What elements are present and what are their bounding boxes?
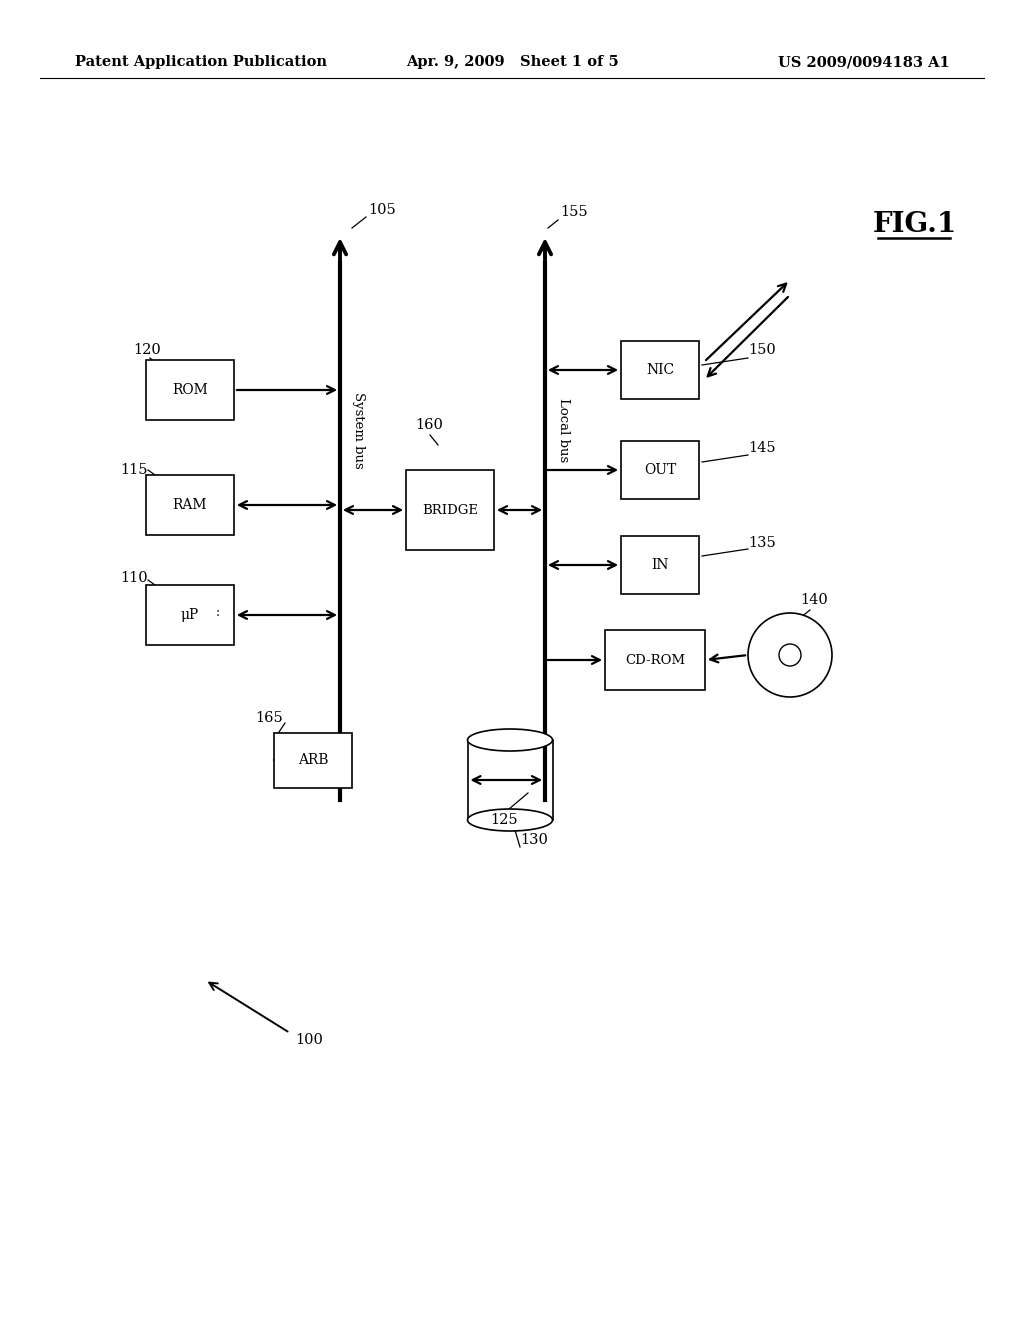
Text: 165: 165	[255, 711, 283, 725]
Text: Patent Application Publication: Patent Application Publication	[75, 55, 327, 69]
Bar	[605, 630, 705, 690]
Bar	[621, 441, 699, 499]
Text: OUT: OUT	[644, 463, 676, 477]
Text: NIC: NIC	[646, 363, 674, 378]
Text: ARB: ARB	[298, 752, 329, 767]
Circle shape	[748, 612, 831, 697]
Text: 135: 135	[748, 536, 776, 550]
Bar	[146, 585, 234, 645]
Text: RAM: RAM	[173, 498, 207, 512]
Text: 110: 110	[120, 572, 147, 585]
Text: 130: 130	[520, 833, 548, 847]
Ellipse shape	[468, 729, 553, 751]
Ellipse shape	[468, 809, 553, 832]
Bar	[406, 470, 494, 550]
Text: Apr. 9, 2009   Sheet 1 of 5: Apr. 9, 2009 Sheet 1 of 5	[406, 55, 618, 69]
Circle shape	[779, 644, 801, 667]
Text: 125: 125	[490, 813, 517, 828]
Bar	[621, 536, 699, 594]
Bar	[146, 475, 234, 535]
Text: System bus: System bus	[352, 392, 365, 469]
Text: Local bus: Local bus	[557, 397, 570, 462]
Text: 100: 100	[295, 1034, 323, 1047]
Bar	[146, 360, 234, 420]
Bar	[274, 733, 352, 788]
Text: 145: 145	[748, 441, 775, 455]
Text: BRIDGE: BRIDGE	[422, 503, 478, 516]
Text: μP: μP	[181, 609, 199, 622]
Text: CD-ROM: CD-ROM	[625, 653, 685, 667]
Text: :: :	[216, 606, 220, 619]
Text: 160: 160	[415, 418, 442, 432]
Text: FIG.1: FIG.1	[872, 211, 957, 239]
Text: 105: 105	[368, 203, 395, 216]
Text: 115: 115	[120, 463, 147, 477]
Text: US 2009/0094183 A1: US 2009/0094183 A1	[778, 55, 950, 69]
Text: ROM: ROM	[172, 383, 208, 397]
Text: IN: IN	[651, 558, 669, 572]
Text: 140: 140	[800, 593, 827, 607]
Text: 150: 150	[748, 343, 776, 356]
Text: 120: 120	[133, 343, 161, 356]
Bar	[621, 341, 699, 399]
Text: 155: 155	[560, 205, 588, 219]
